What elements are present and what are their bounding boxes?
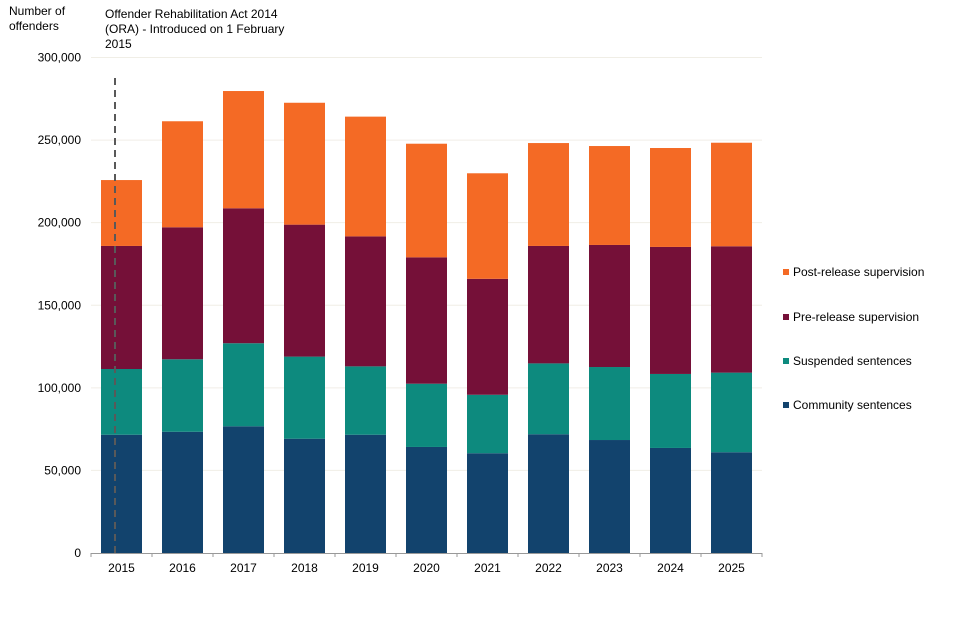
bar-post-release-supervision-2016 [162,121,203,228]
bar-post-release-supervision-2025 [711,142,752,247]
annotation-line1: Offender Rehabilitation Act 2014 [105,7,278,21]
bar-community-sentences-2022 [528,434,569,553]
bar-pre-release-supervision-2023 [589,244,630,368]
bar-suspended-sentences-2020 [406,383,447,447]
y-tick-label: 150,000 [38,298,82,312]
bar-suspended-sentences-2019 [345,366,386,435]
bar-community-sentences-2024 [650,447,691,553]
bar-community-sentences-2018 [284,438,325,553]
bar-community-sentences-2025 [711,452,752,553]
bar-post-release-supervision-2017 [223,91,264,209]
x-tick-label: 2022 [535,561,562,575]
bar-pre-release-supervision-2025 [711,246,752,373]
bar-suspended-sentences-2016 [162,359,203,432]
legend-item: Post-release supervision [783,264,924,280]
y-axis-title-line2: offenders [9,19,59,33]
bar-post-release-supervision-2020 [406,143,447,258]
bar-stack-2022 [528,143,569,553]
bar-pre-release-supervision-2018 [284,224,325,357]
bar-stack-2025 [711,142,752,553]
bar-suspended-sentences-2022 [528,363,569,435]
bar-suspended-sentences-2023 [589,367,630,441]
legend-item: Pre-release supervision [783,309,919,325]
bar-stack-2017 [223,91,264,553]
y-axis-title: Number of offenders [9,4,99,34]
y-tick-label: 300,000 [38,51,82,65]
bar-post-release-supervision-2018 [284,102,325,225]
legend-label: Post-release supervision [793,265,925,279]
bar-suspended-sentences-2024 [650,373,691,448]
bar-stack-2023 [589,146,630,553]
bar-post-release-supervision-2021 [467,173,508,279]
x-tick-label: 2025 [718,561,745,575]
legend-label: Suspended sentences [793,354,912,368]
y-tick-label: 50,000 [44,463,81,477]
bar-post-release-supervision-2015 [101,180,142,246]
bars [101,91,752,553]
annotation-line2: (ORA) - Introduced on 1 February [105,22,285,36]
bar-suspended-sentences-2015 [101,369,142,435]
x-tick-label: 2016 [169,561,196,575]
bar-stack-2024 [650,148,691,553]
bar-community-sentences-2016 [162,431,203,553]
bar-pre-release-supervision-2021 [467,278,508,395]
x-axis: 2015 2016 2017 2018 2019 2020 2021 2022 2023 2024… [90,553,763,575]
legend-swatch-icon [783,314,789,320]
bar-stack-2015 [101,180,142,553]
legend-swatch-icon [783,269,789,275]
bar-stack-2020 [406,143,447,553]
legend-label: Pre-release supervision [793,310,920,324]
y-tick-label: 0 [74,546,81,560]
bar-stack-2018 [284,102,325,553]
y-axis-ticks: 0 50,000 100,000 150,000 200,000 250,000 300,0… [38,51,82,561]
bar-stack-2021 [467,173,508,553]
bar-community-sentences-2015 [101,434,142,553]
bar-pre-release-supervision-2022 [528,245,569,364]
x-tick-label: 2017 [230,561,257,575]
bar-community-sentences-2023 [589,440,630,553]
x-tick-label: 2020 [413,561,440,575]
x-tick-label: 2018 [291,561,318,575]
legend-item: Community sentences [783,397,912,413]
legend-item: Suspended sentences [783,353,912,369]
bar-post-release-supervision-2023 [589,146,630,245]
y-tick-label: 200,000 [38,216,82,230]
bar-suspended-sentences-2021 [467,394,508,454]
bar-community-sentences-2021 [467,453,508,553]
bar-pre-release-supervision-2024 [650,246,691,374]
bar-community-sentences-2019 [345,434,386,553]
bar-pre-release-supervision-2017 [223,208,264,344]
bar-suspended-sentences-2018 [284,356,325,439]
bar-pre-release-supervision-2020 [406,257,447,384]
x-tick-label: 2024 [657,561,684,575]
bar-community-sentences-2020 [406,446,447,553]
x-tick-label: 2021 [474,561,501,575]
bar-community-sentences-2017 [223,426,264,553]
bar-post-release-supervision-2022 [528,143,569,246]
ora-annotation-text: Offender Rehabilitation Act 2014 (ORA) -… [105,7,305,52]
annotation-line3: 2015 [105,37,132,51]
bar-post-release-supervision-2019 [345,116,386,237]
bar-suspended-sentences-2017 [223,343,264,427]
legend-swatch-icon [783,358,789,364]
bar-stack-2019 [345,116,386,553]
legend-label: Community sentences [793,398,912,412]
y-tick-label: 250,000 [38,133,82,147]
bar-suspended-sentences-2025 [711,372,752,453]
bar-pre-release-supervision-2015 [101,245,142,370]
bar-stack-2016 [162,121,203,553]
bar-pre-release-supervision-2019 [345,236,386,367]
y-tick-label: 100,000 [38,381,82,395]
x-tick-label: 2015 [108,561,135,575]
y-axis-title-line1: Number of [9,4,66,18]
bar-post-release-supervision-2024 [650,148,691,247]
x-tick-label: 2023 [596,561,623,575]
legend-swatch-icon [783,402,789,408]
bar-pre-release-supervision-2016 [162,227,203,360]
x-tick-label: 2019 [352,561,379,575]
